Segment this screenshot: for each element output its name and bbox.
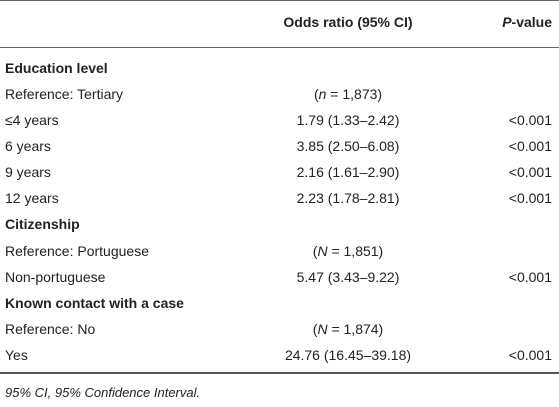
row-p-value: <0.001 (508, 190, 552, 206)
row-label: 12 years (5, 190, 59, 206)
row-odds-ratio: 1.79 (1.33–2.42) (296, 112, 400, 128)
table-row: ≤4 years 1.79 (1.33–2.42) <0.001 (0, 110, 559, 130)
row-label: 9 years (5, 164, 51, 180)
row-p-value: <0.001 (508, 347, 552, 363)
row-label: Reference: Portuguese (5, 243, 149, 259)
section-title-citizenship: Citizenship (5, 216, 80, 232)
row-odds-ratio: 5.47 (3.43–9.22) (296, 269, 400, 285)
table-row: 12 years 2.23 (1.78–2.81) <0.001 (0, 188, 559, 208)
row-odds-ratio: (N = 1,851) (312, 243, 384, 259)
bottom-rule (0, 372, 559, 374)
section-title-education: Education level (5, 60, 108, 76)
header-odds-ratio: Odds ratio (95% CI) (283, 14, 413, 30)
header-rule (0, 47, 559, 48)
row-label: ≤4 years (5, 112, 59, 128)
table-row: Non-portuguese 5.47 (3.43–9.22) <0.001 (0, 267, 559, 287)
row-p-value: <0.001 (508, 164, 552, 180)
row-odds-ratio: 2.23 (1.78–2.81) (296, 190, 400, 206)
table-row: Reference: No (N = 1,874) (0, 319, 559, 339)
row-odds-ratio: 3.85 (2.50–6.08) (296, 138, 400, 154)
header-p-value: P-value (502, 14, 552, 30)
row-odds-ratio: 24.76 (16.45–39.18) (284, 347, 412, 363)
row-p-value: <0.001 (508, 112, 552, 128)
row-odds-ratio: (N = 1,874) (312, 321, 384, 337)
row-label: Non-portuguese (5, 269, 106, 285)
row-p-value: <0.001 (508, 138, 552, 154)
row-label: Reference: No (5, 321, 96, 337)
table-row: 9 years 2.16 (1.61–2.90) <0.001 (0, 162, 559, 182)
row-label: Reference: Tertiary (5, 86, 124, 102)
table-row: Reference: Portuguese (N = 1,851) (0, 241, 559, 261)
row-odds-ratio: (n = 1,873) (313, 86, 383, 102)
row-p-value: <0.001 (508, 269, 552, 285)
table-row: 6 years 3.85 (2.50–6.08) <0.001 (0, 136, 559, 156)
row-label: 6 years (5, 138, 51, 154)
table-footnote: 95% CI, 95% Confidence Interval. (5, 385, 201, 400)
section-title-known-contact: Known contact with a case (5, 295, 184, 311)
table-row: Reference: Tertiary (n = 1,873) (0, 84, 559, 104)
table-row: Yes 24.76 (16.45–39.18) <0.001 (0, 345, 559, 365)
top-rule (0, 0, 559, 1)
row-label: Yes (5, 347, 28, 363)
row-odds-ratio: 2.16 (1.61–2.90) (296, 164, 400, 180)
table-header: Odds ratio (95% CI) P-value (0, 12, 559, 32)
